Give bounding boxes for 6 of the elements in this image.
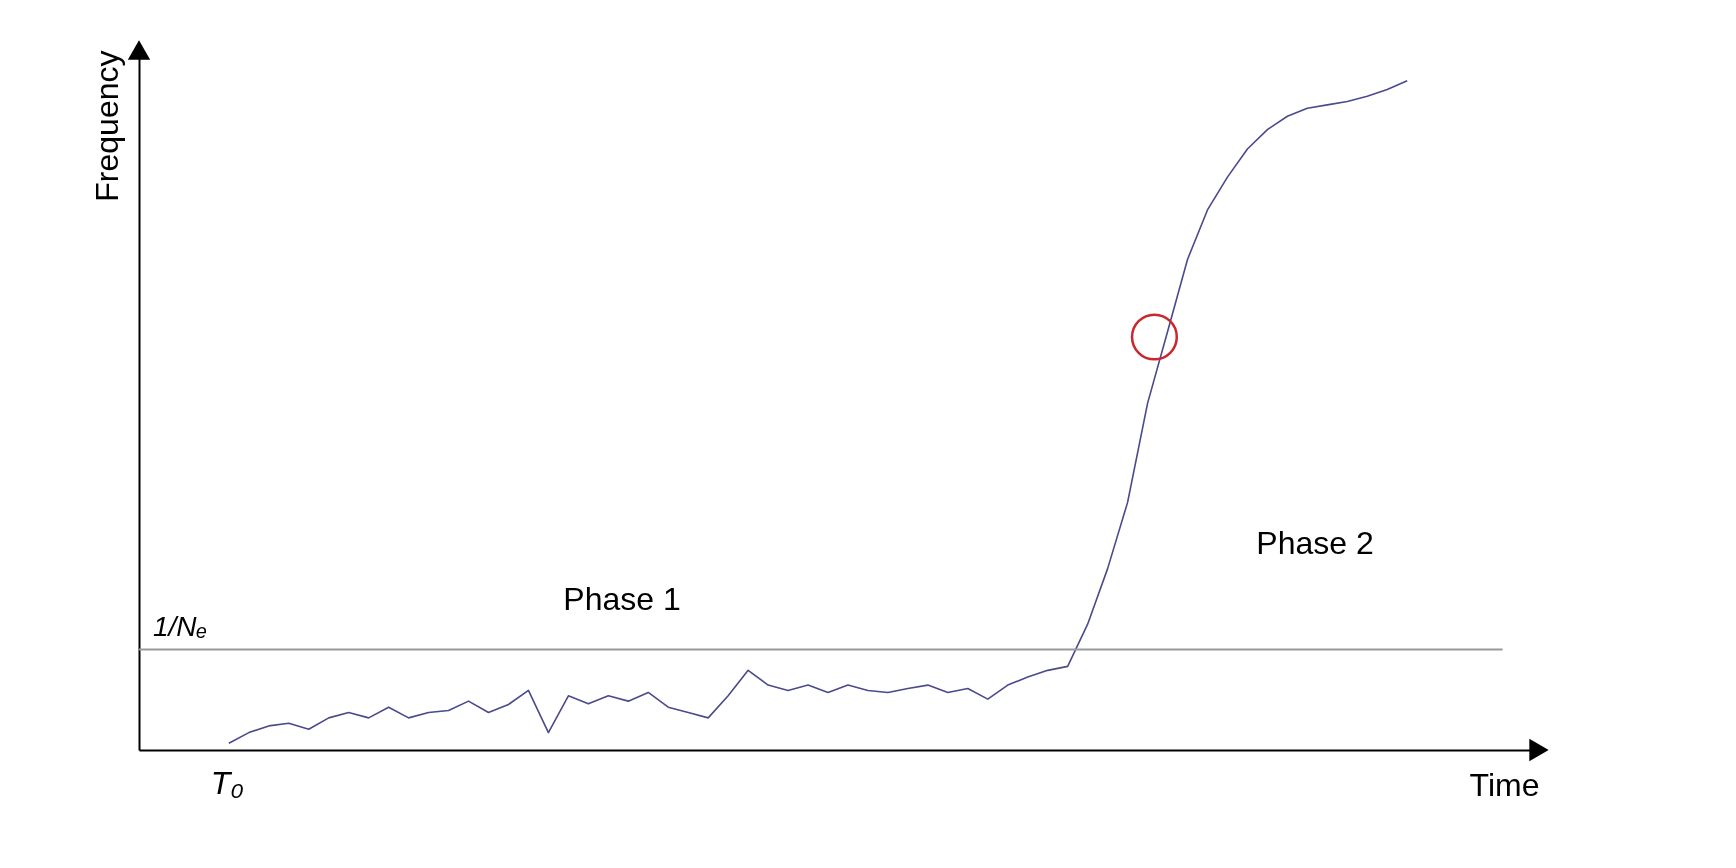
text: T₀ [210, 765, 244, 801]
annotation: Phase 2 [1256, 524, 1374, 561]
x-axis-title: Time [1469, 766, 1540, 803]
annotation: Phase 1 [563, 580, 681, 617]
ref-line-label: 1/Nₑ [153, 610, 208, 642]
y-axis-title: Frequency [88, 50, 125, 202]
